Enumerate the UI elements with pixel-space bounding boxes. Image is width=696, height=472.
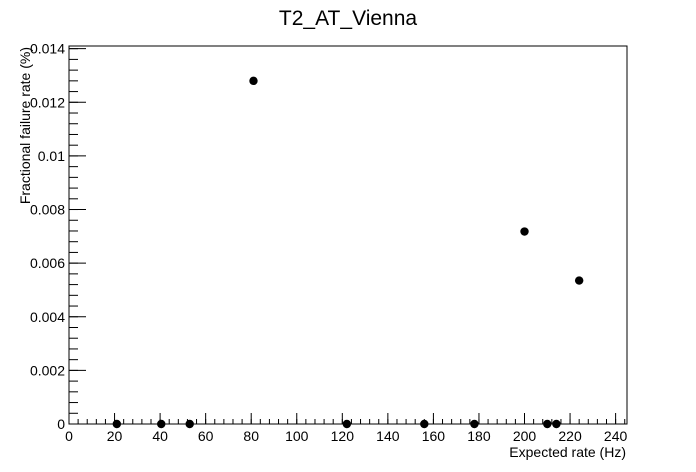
- data-point: [185, 419, 194, 429]
- data-point: [543, 419, 552, 429]
- y-tick-label: 0.002: [30, 362, 65, 378]
- y-tick-label: 0.006: [30, 255, 65, 271]
- x-tick-label: 180: [467, 428, 491, 444]
- x-tick-label: 40: [152, 428, 168, 444]
- y-axis-ticks: 0 0.002 0.004 0.006 0.008 0.01 0.012 0.014: [30, 41, 86, 432]
- x-tick-label: 60: [198, 428, 214, 444]
- x-tick-label: 0: [65, 428, 73, 444]
- data-point: [420, 419, 429, 429]
- x-tick-label: 240: [604, 428, 628, 444]
- chart-title: T2_AT_Vienna: [279, 7, 417, 30]
- x-tick-label: 80: [243, 428, 259, 444]
- data-points: [112, 76, 584, 429]
- y-tick-label: 0.01: [38, 148, 65, 164]
- x-tick-label: 140: [376, 428, 400, 444]
- y-tick-label: 0.012: [30, 94, 65, 110]
- data-point: [112, 419, 122, 429]
- data-point: [552, 419, 561, 429]
- x-tick-label: 200: [513, 428, 537, 444]
- x-axis-label: Expected rate (Hz): [509, 444, 626, 460]
- data-point: [157, 419, 166, 429]
- data-point: [470, 419, 479, 429]
- data-point: [342, 419, 352, 429]
- y-tick-label: 0.014: [30, 41, 65, 57]
- data-point: [574, 276, 584, 285]
- x-tick-label: 220: [558, 428, 582, 444]
- x-axis-ticks: 0 20 40 60 80 100 120 140 160 180 200 220 240: [65, 413, 628, 444]
- x-tick-label: 100: [285, 428, 309, 444]
- x-tick-label: 20: [107, 428, 123, 444]
- y-tick-label: 0.004: [30, 309, 65, 325]
- y-tick-label: 0.008: [30, 202, 65, 218]
- data-point: [249, 76, 258, 86]
- y-tick-label: 0: [57, 416, 65, 432]
- data-point: [520, 227, 529, 236]
- x-tick-label: 120: [331, 428, 355, 444]
- x-tick-label: 160: [422, 428, 446, 444]
- y-axis-label: Fractional failure rate (%): [17, 47, 33, 204]
